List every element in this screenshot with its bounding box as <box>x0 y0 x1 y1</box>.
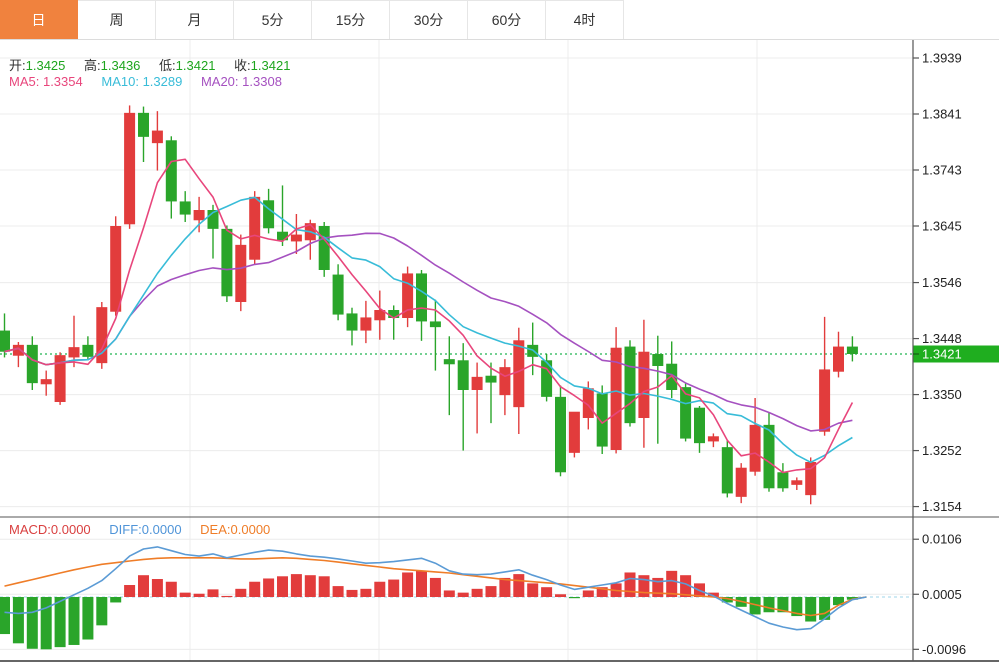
open-readout: 开:1.3425 <box>9 58 65 73</box>
open-label: 开: <box>9 58 26 73</box>
macd-histogram <box>0 570 858 650</box>
ma5-readout: MA5: 1.3354 <box>9 74 83 89</box>
ma20-line <box>4 232 853 432</box>
dea-value: 0.0000 <box>230 522 271 537</box>
tab-5min[interactable]: 5分 <box>234 0 312 39</box>
ma5-value: 1.3354 <box>42 74 83 89</box>
ma20-readout: MA20: 1.3308 <box>201 74 282 89</box>
svg-text:0.0106: 0.0106 <box>922 532 962 547</box>
macd-legend: MACD:0.0000 DIFF:0.0000 DEA:0.0000 <box>9 522 285 537</box>
high-value: 1.3436 <box>100 58 141 73</box>
dea-line <box>4 557 867 617</box>
low-label: 低: <box>159 58 176 73</box>
svg-text:1.3546: 1.3546 <box>922 275 962 290</box>
ohlc-legend: 开:1.3425 高:1.3436 低:1.3421 收:1.3421 <box>9 55 305 74</box>
tab-4hour[interactable]: 4时 <box>546 0 624 39</box>
grid-lines <box>0 40 913 661</box>
tab-week[interactable]: 周 <box>78 0 156 39</box>
dea-readout: DEA:0.0000 <box>200 522 270 537</box>
svg-text:1.3841: 1.3841 <box>922 107 962 122</box>
svg-text:1.3939: 1.3939 <box>922 51 962 66</box>
svg-text:1.3350: 1.3350 <box>922 387 962 402</box>
svg-text:1.3154: 1.3154 <box>922 499 962 514</box>
ma20-value: 1.3308 <box>242 74 282 89</box>
diff-label: DIFF: <box>109 522 142 537</box>
svg-text:1.3743: 1.3743 <box>922 163 962 178</box>
high-readout: 高:1.3436 <box>84 58 140 73</box>
tab-15min[interactable]: 15分 <box>312 0 390 39</box>
ma20-label: MA20: <box>200 74 239 89</box>
ma-legend: MA5: 1.3354 MA10: 1.3289 MA20: 1.3308 <box>9 74 297 89</box>
svg-text:1.3421: 1.3421 <box>922 347 962 362</box>
svg-text:1.3448: 1.3448 <box>922 331 962 346</box>
macd-value: 0.0000 <box>50 522 91 537</box>
low-value: 1.3421 <box>175 58 216 73</box>
close-label: 收: <box>234 58 251 73</box>
svg-text:0.0005: 0.0005 <box>922 587 962 602</box>
dea-label: DEA: <box>200 522 231 537</box>
svg-text:1.3645: 1.3645 <box>922 219 962 234</box>
ma10-label: MA10: <box>101 74 139 89</box>
tab-30min[interactable]: 30分 <box>390 0 468 39</box>
macd-readout: MACD:0.0000 <box>9 522 91 537</box>
diff-readout: DIFF:0.0000 <box>109 522 181 537</box>
high-label: 高: <box>84 58 101 73</box>
tab-60min[interactable]: 60分 <box>468 0 546 39</box>
current-price-badge: 1.3421 <box>913 345 999 363</box>
tab-day[interactable]: 日 <box>0 0 78 39</box>
low-readout: 低:1.3421 <box>159 58 215 73</box>
ma10-readout: MA10: 1.3289 <box>101 74 182 89</box>
ma5-label: MA5: <box>9 74 40 89</box>
svg-text:1.3252: 1.3252 <box>922 443 962 458</box>
panel-borders <box>0 516 999 662</box>
ma5-line <box>4 158 854 474</box>
macd-label: MACD: <box>9 522 51 537</box>
candlestick-series <box>0 105 858 505</box>
close-value: 1.3421 <box>250 58 291 73</box>
svg-text:-0.0096: -0.0096 <box>922 642 966 657</box>
price-axis: 1.3939 1.3841 1.3743 1.3645 1.3546 1.3448 1.33… <box>912 40 966 661</box>
ma10-value: 1.3289 <box>142 74 183 89</box>
tab-month[interactable]: 月 <box>156 0 234 39</box>
diff-value: 0.0000 <box>141 522 182 537</box>
close-readout: 收:1.3421 <box>234 58 290 73</box>
diff-line <box>4 546 867 631</box>
ma10-line <box>4 196 853 464</box>
timeframe-tab-bar: 日 周 月 5分 15分 30分 60分 4时 <box>0 0 999 40</box>
open-value: 1.3425 <box>25 58 66 73</box>
